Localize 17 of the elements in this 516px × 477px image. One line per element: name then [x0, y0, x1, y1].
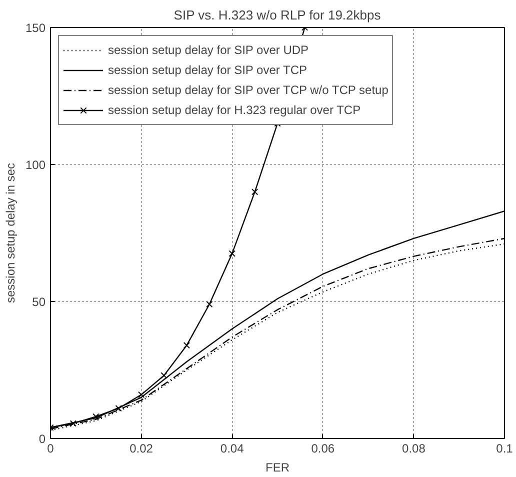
- y-tick-label: 0: [38, 432, 46, 446]
- x-tick-label: 0.1: [496, 442, 514, 456]
- legend-label: session setup delay for H.323 regular over TCP: [108, 103, 361, 117]
- legend-label: session setup delay for SIP over TCP w/o TCP setup: [108, 83, 388, 97]
- legend-label: session setup delay for SIP over UDP: [108, 43, 309, 57]
- y-axis-title: session setup delay in sec: [3, 162, 18, 304]
- x-axis-title: FER: [266, 460, 290, 474]
- x-tick-label: 0.06: [311, 442, 335, 456]
- y-tick-label: 100: [25, 158, 46, 172]
- x-tick-label: 0.08: [402, 442, 426, 456]
- x-tick-label: 0: [47, 442, 54, 456]
- x-tick-label: 0.02: [130, 442, 154, 456]
- chart-title: SIP vs. H.323 w/o RLP for 19.2kbps: [174, 8, 382, 22]
- y-tick-label: 150: [25, 21, 46, 35]
- y-tick-label: 50: [32, 295, 46, 309]
- x-tick-label: 0.04: [220, 442, 244, 456]
- legend-label: session setup delay for SIP over TCP: [108, 63, 307, 77]
